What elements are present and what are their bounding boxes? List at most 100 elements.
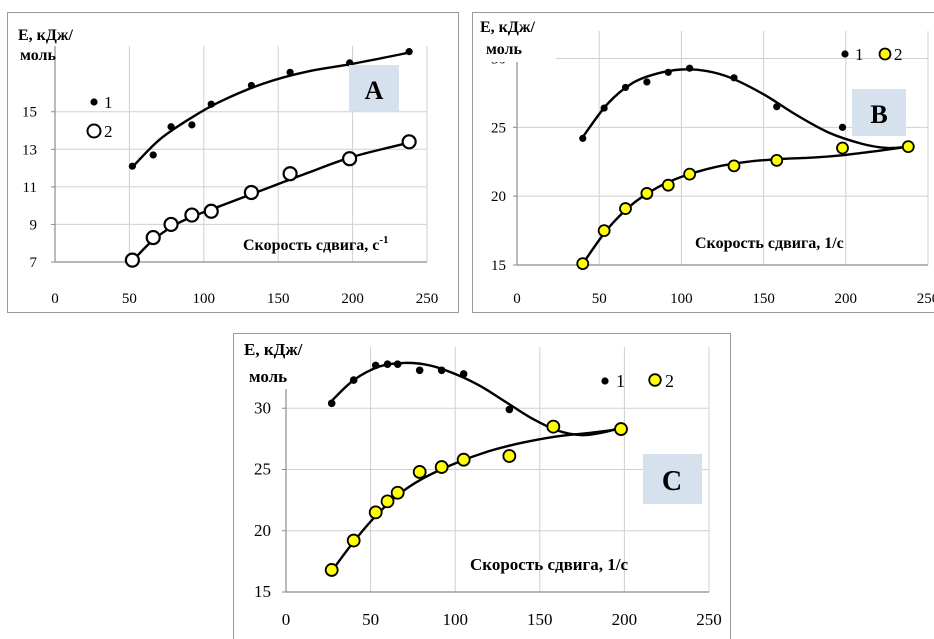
legend-label-series-2: 2 [665,371,674,391]
data-points [576,64,915,271]
x-tick-label: 250 [696,610,722,629]
legend-marker-series-1 [90,98,98,106]
data-point-series-1 [773,103,781,111]
y-axis-label-line1: Е, кДж/ [18,27,74,44]
x-tick-label: 50 [122,291,137,307]
data-point-series-1 [286,68,294,76]
legend-label-series-1: 1 [855,45,864,64]
data-point-series-2 [412,465,427,479]
data-point-series-1 [247,81,256,90]
legend: 1 2 [841,45,903,64]
x-tick-label: 100 [193,291,216,307]
y-axis-label-line2: моль [249,367,287,386]
data-point-series-1 [371,361,380,370]
data-point-series-1 [643,78,651,86]
legend-marker-series-2 [86,123,102,139]
trend-curve-series-2 [330,427,622,572]
x-axis-label: Скорость сдвига, 1/с [470,555,629,574]
data-point-series-1 [188,121,196,129]
legend-marker-series-1 [601,377,609,385]
x-axis-label: Скорость сдвига, с-1 [243,234,388,254]
x-tick-label: 150 [527,610,553,629]
x-axis-label-superscript: -1 [379,234,388,246]
y-tick-label: 15 [22,105,37,121]
chart-panel-c: 15 20 25 30 0 50 100 150 200 250 Е, кДж/ моль 1 … [233,333,731,639]
data-point-series-1 [437,366,446,375]
legend-label-series-2: 2 [104,122,113,141]
panel-letter: C [662,466,682,497]
y-tick-label: 30 [254,398,271,417]
data-point-series-2 [502,449,517,463]
data-point-series-2 [456,452,471,467]
y-tick-label: 25 [491,120,506,136]
data-point-series-1 [838,123,847,131]
data-point-series-2 [380,494,395,509]
chart-panel-a: 7 9 11 13 15 0 50 100 150 200 250 Е, кДж/ моль 1 … [7,12,459,313]
x-tick-labels: 0 50 100 150 200 250 [282,610,722,629]
y-tick-labels: 7 9 11 13 15 [22,105,38,271]
legend: 1 2 [86,93,113,141]
legend-label-series-1: 1 [104,93,113,112]
legend-marker-series-2 [648,373,662,387]
data-point-series-1 [346,59,354,67]
y-tick-label: 15 [491,258,506,274]
data-point-series-2 [368,505,383,520]
x-tick-label: 0 [51,291,59,307]
y-label-backdrop [476,16,556,62]
legend-label-series-1: 1 [616,371,625,391]
data-point-series-2 [401,134,417,150]
data-point-series-2 [770,153,784,167]
data-point-series-2 [346,533,361,548]
data-point-series-1 [349,376,358,384]
data-point-series-1 [393,360,402,368]
panel-letter: B [870,100,887,129]
y-axis-label-line1: Е, кДж/ [244,340,303,359]
data-point-series-2 [282,166,298,182]
y-axis-label-line2: моль [20,47,56,64]
y-axis-label-line2: моль [486,41,522,58]
data-point-series-2 [619,202,632,215]
x-tick-label: 50 [362,610,379,629]
data-point-series-1 [327,399,336,408]
legend-label-series-2: 2 [894,45,903,64]
x-tick-labels: 0 50 100 150 200 250 [51,291,438,307]
x-tick-label: 200 [835,291,858,307]
data-point-series-2 [597,224,611,237]
data-point-series-2 [901,140,915,154]
x-tick-label: 0 [513,291,521,307]
legend-marker-series-2 [878,47,892,61]
data-point-series-2 [243,184,260,201]
y-tick-label: 20 [254,521,271,540]
panel-frame [472,12,934,313]
data-point-series-2 [145,229,161,246]
legend-marker-series-1 [841,50,849,58]
data-points [324,360,628,577]
data-point-series-1 [505,405,514,414]
data-point-series-1 [405,48,413,56]
gridlines [55,46,428,262]
data-point-series-1 [579,134,587,142]
data-point-series-1 [686,64,694,72]
data-point-series-1 [621,83,630,92]
data-point-series-1 [383,360,392,368]
x-tick-label: 250 [416,291,439,307]
x-tick-label: 0 [282,610,291,629]
data-point-series-1 [600,104,608,112]
x-tick-label: 100 [670,291,693,307]
data-point-series-2 [727,159,741,173]
panel-letter-box [643,454,702,504]
data-point-series-2 [576,257,590,271]
data-point-series-2 [184,207,200,223]
data-point-series-2 [683,167,697,181]
axes [51,46,427,263]
x-tick-label: 250 [917,291,934,307]
data-point-series-1 [459,370,468,378]
y-tick-label: 20 [491,189,506,205]
panel-letter: A [365,76,384,105]
y-tick-label: 11 [23,180,37,196]
x-axis-label: Скорость сдвига, 1/с [695,235,844,252]
data-point-series-2 [203,203,219,219]
x-tick-label: 150 [267,291,290,307]
data-point-series-2 [661,178,675,192]
y-axis-label-line1: Е, кДж/ [480,19,536,36]
